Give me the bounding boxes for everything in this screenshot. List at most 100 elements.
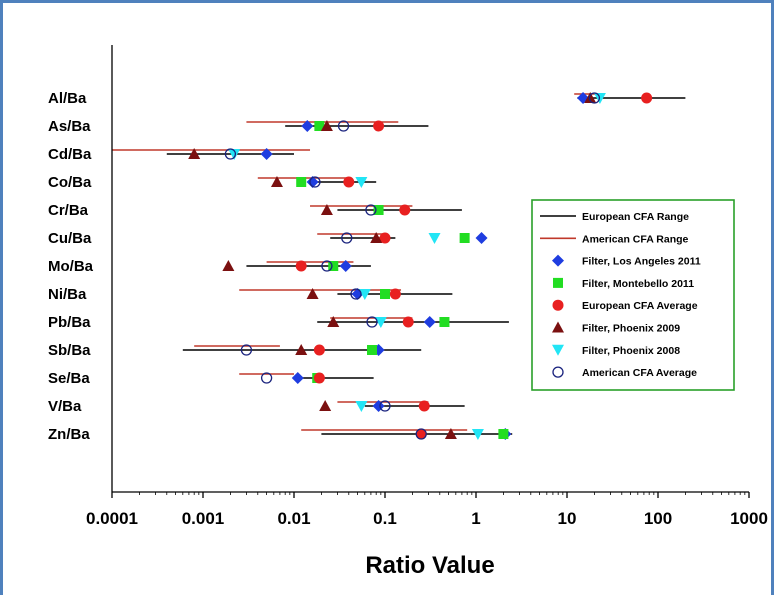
category-label: Ni/Ba [48,286,87,303]
category-label: Se/Ba [48,370,90,387]
legend-marker-swatch [552,321,564,333]
filter-phoenix-2008-point [428,233,441,244]
category-labels: Al/Ba As/Ba Cd/Ba Co/Ba Cr/Ba Cu/Ba Mo/Ba Ni/Ba… [48,90,94,443]
legend-marker-swatch [552,254,564,267]
category-label: Co/Ba [48,174,92,191]
legend-marker-swatch [552,299,564,311]
european-cfa-average-point [399,204,411,216]
european-cfa-average-point [402,316,414,328]
filter-phoenix-2009-point [270,176,283,187]
category-label: Mo/Ba [48,258,94,275]
filter-los-angeles-2011-point [260,148,273,160]
legend-box [531,199,735,391]
filter-phoenix-2009-point [320,120,333,131]
x-tick-label: 0.001 [182,509,225,528]
filter-phoenix-2008-point [358,289,371,300]
american-cfa-average-point [260,372,273,384]
american-cfa-average-point [415,428,427,440]
american-cfa-average-point [366,316,378,328]
x-tick-label: 1000 [730,509,768,528]
legend-label: Filter, Phoenix 2009 [582,323,680,335]
filter-phoenix-2009-point [320,204,333,215]
filter-montebello-2011-point [367,345,378,355]
filter-montebello-2011-point [380,289,390,299]
filter-phoenix-2009-point [306,288,319,299]
legend-label: Filter, Los Angeles 2011 [582,256,701,268]
filter-phoenix-2008-point [355,177,368,188]
american-cfa-average-point [588,92,601,104]
filter-montebello-2011-point [373,205,384,215]
filter-phoenix-2009-point [444,428,457,439]
category-label: Al/Ba [48,90,87,107]
european-cfa-average-point [379,232,391,244]
european-cfa-average-point [313,344,325,356]
european-cfa-average-point [418,400,430,412]
american-cfa-average-point [365,204,377,216]
legend: European CFA Range American CFA Range Filt… [531,199,735,391]
legend-label: Filter, Montebello 2011 [582,278,694,290]
filter-los-angeles-2011-point [423,316,436,328]
category-label: Cr/Ba [48,202,89,219]
filter-los-angeles-2011-point [301,120,314,132]
filter-los-angeles-2011-point [475,232,488,244]
category-label: Sb/Ba [48,342,91,359]
filter-phoenix-2008-point [374,317,387,328]
filter-phoenix-2009-point [319,400,332,411]
filter-los-angeles-2011-point [306,176,319,188]
filter-phoenix-2009-point [584,92,597,103]
axes: 0.0001 0.001 0.01 0.1 1 10 100 1000 [86,45,768,528]
category-label: Zn/Ba [48,426,90,443]
filter-montebello-2011-point [459,233,470,243]
european-cfa-average-point [373,120,385,132]
filter-phoenix-2009-point [222,260,235,271]
data-points [188,92,653,440]
filter-montebello-2011-point [314,121,325,131]
x-tick-label: 100 [644,509,672,528]
filter-los-angeles-2011-point [291,372,304,384]
category-label: As/Ba [48,118,91,135]
legend-label: European CFA Range [582,211,689,223]
american-cfa-average-point [321,260,333,272]
american-cfa-average-point [350,288,362,300]
american-cfa-average-point [341,232,353,244]
legend-marker-swatch [552,344,564,356]
filter-phoenix-2009-point [188,148,201,159]
x-axis-title: Ratio Value [365,552,494,579]
x-tick-label: 0.1 [373,509,397,528]
x-tick-label: 1 [471,509,480,528]
category-label: V/Ba [48,398,82,415]
legend-marker-swatch [552,366,564,378]
filter-phoenix-2008-point [471,429,484,440]
european-cfa-average-point [415,428,427,440]
filter-phoenix-2009-point [327,316,340,327]
legend-label: American CFA Range [582,233,689,245]
filter-montebello-2011-point [439,317,450,327]
legend-label: Filter, Phoenix 2008 [582,345,680,357]
filter-los-angeles-2011-point [339,260,352,272]
filter-montebello-2011-point [296,177,307,187]
european-cfa-average-point [343,176,355,188]
category-label: Cd/Ba [48,146,92,163]
american-cfa-average-point [224,148,237,160]
legend-marker-swatch [553,277,563,288]
filter-phoenix-2008-point [228,149,241,160]
american-cfa-average-point [309,176,321,188]
filter-montebello-2011-point [328,261,339,271]
legend-label: American CFA Average [582,367,697,379]
european-cfa-average-point [389,288,401,300]
american-cfa-average-point [379,400,391,412]
european-cfa-average-point [641,92,653,104]
x-tick-label: 10 [558,509,577,528]
category-label: Cu/Ba [48,230,92,247]
american-cfa-average-point [337,120,350,132]
filter-phoenix-2009-point [370,232,383,243]
filter-phoenix-2008-point [355,401,368,412]
filter-phoenix-2009-point [295,344,308,355]
american-cfa-average-point [240,344,253,356]
category-label: Pb/Ba [48,314,91,331]
x-tick-label: 0.0001 [86,509,138,528]
legend-label: European CFA Average [582,300,698,312]
x-tick-label: 0.01 [277,509,310,528]
